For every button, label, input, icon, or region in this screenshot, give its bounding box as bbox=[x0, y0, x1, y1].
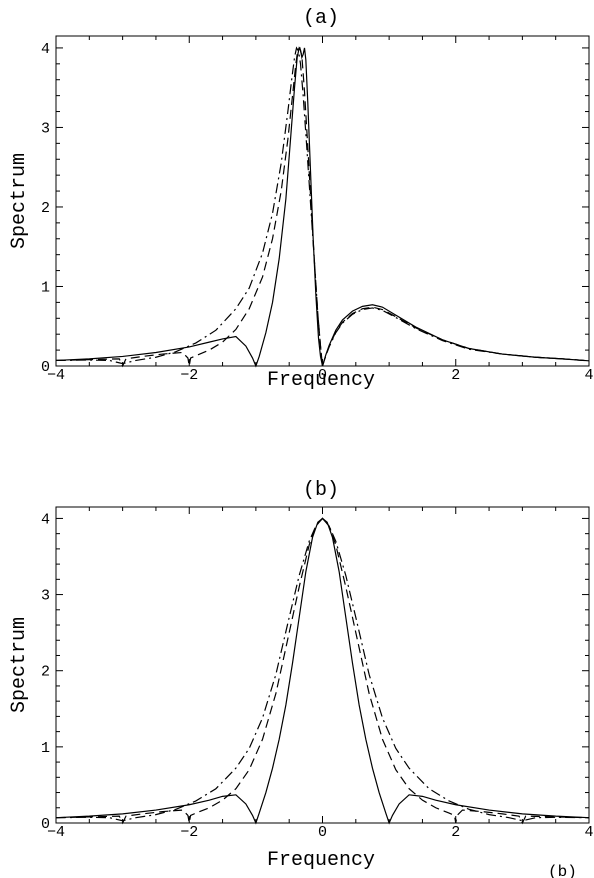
panel-a-xtick-label: 4 bbox=[584, 367, 593, 384]
panel-a-frame bbox=[55, 35, 590, 367]
panel-a-xtick-label: −2 bbox=[180, 367, 198, 384]
panel-b-ytick-label: 1 bbox=[41, 740, 50, 757]
panel-b-xtick-label: 2 bbox=[451, 824, 460, 841]
caption-fragment: (b) bbox=[548, 863, 577, 878]
panel-b-ytick-label: 2 bbox=[41, 664, 50, 681]
panel-a: (a) −4 −2 0 2 4 0 1 2 3 4 Frequency Spectrum bbox=[8, 7, 594, 392]
panel-a-series-dashdot bbox=[55, 46, 590, 367]
panel-b-ytick-label: 3 bbox=[41, 588, 50, 605]
panel-b-curves bbox=[55, 517, 590, 825]
panel-b-ytick-label: 4 bbox=[41, 511, 50, 528]
panel-a-xtick-label: 2 bbox=[451, 367, 460, 384]
panel-b-frame bbox=[55, 506, 590, 824]
panel-a-curves bbox=[55, 46, 590, 368]
panel-a-ytick-label: 1 bbox=[41, 279, 50, 296]
panel-b-series-dashed bbox=[55, 517, 590, 825]
panel-a-xlabel: Frequency bbox=[267, 369, 375, 392]
panel-b-xtick-label: 0 bbox=[318, 824, 327, 841]
panel-a-ticks: −4 −2 0 2 4 0 1 2 3 4 bbox=[41, 36, 594, 384]
panel-b-xtick-label: −2 bbox=[180, 824, 198, 841]
panel-b-title: (b) bbox=[303, 479, 339, 502]
panel-b-xtick-label: −4 bbox=[47, 824, 65, 841]
panel-b-series-solid bbox=[55, 517, 590, 825]
panel-b: (b) −4 −2 0 2 4 0 1 2 3 4 Frequency Spectrum bbox=[8, 479, 594, 872]
panel-b-ylabel: Spectrum bbox=[8, 617, 31, 713]
panel-b-xtick-label: 4 bbox=[584, 824, 593, 841]
panel-a-ylabel: Spectrum bbox=[8, 153, 31, 249]
panel-b-xlabel: Frequency bbox=[267, 849, 375, 872]
panel-a-ytick-label: 0 bbox=[41, 359, 50, 376]
panel-a-ytick-label: 2 bbox=[41, 200, 50, 217]
panel-a-title: (a) bbox=[303, 7, 339, 30]
panel-b-series-dashdot bbox=[55, 517, 590, 822]
panel-b-ticks: −4 −2 0 2 4 0 1 2 3 4 bbox=[41, 507, 594, 841]
panel-a-series-dashed bbox=[55, 46, 590, 368]
panel-a-xtick-label: 0 bbox=[318, 367, 327, 384]
panel-a-ytick-label: 4 bbox=[41, 41, 50, 58]
panel-a-series-solid bbox=[55, 46, 590, 368]
panel-a-ytick-label: 3 bbox=[41, 120, 50, 137]
panel-b-ytick-label: 0 bbox=[41, 816, 50, 833]
panel-a-xtick-label: −4 bbox=[47, 367, 65, 384]
